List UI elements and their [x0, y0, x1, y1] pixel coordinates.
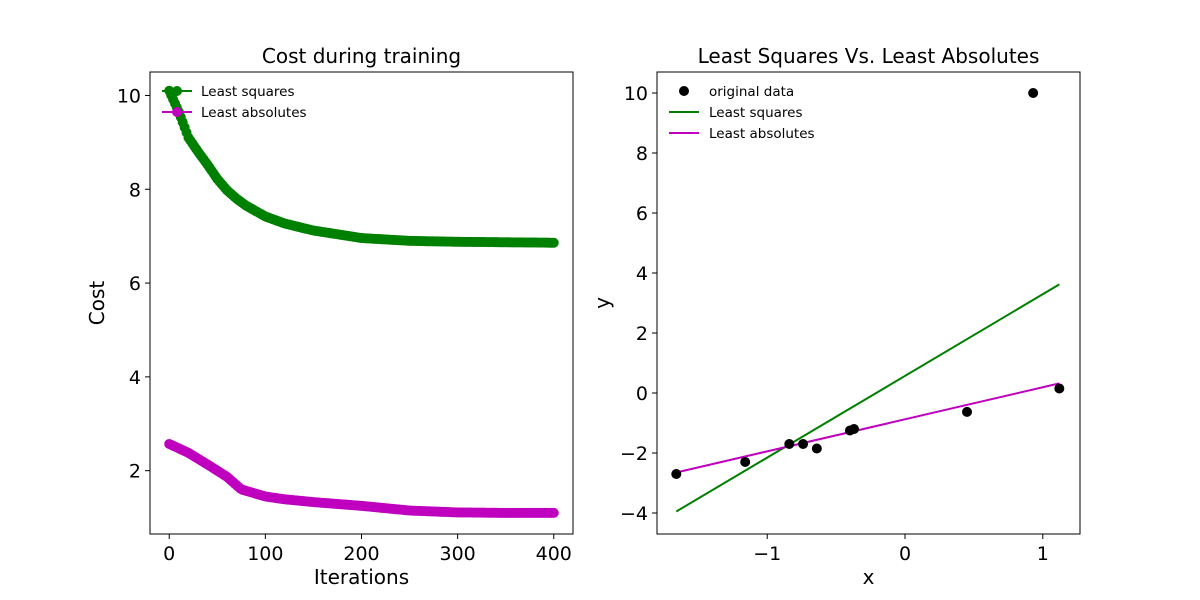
chart-title: Cost during training [262, 44, 461, 68]
legend-label: Least absolutes [709, 126, 815, 142]
x-axis-label: Iterations [314, 565, 409, 589]
legend-marker [172, 107, 182, 117]
y-tick-label: 4 [129, 367, 141, 389]
y-tick-label: 0 [636, 383, 648, 405]
y-tick-label: 2 [636, 323, 648, 345]
legend-marker [172, 86, 182, 96]
y-tick-label: 6 [636, 203, 648, 225]
axes-frame [149, 71, 574, 535]
y-axis-label: Cost [85, 281, 109, 326]
legend-label: Least absolutes [201, 105, 307, 121]
x-axis-label: x [863, 565, 875, 589]
x-tick-label: 400 [536, 543, 572, 565]
legend-marker [679, 86, 689, 96]
legend-label: original data [709, 84, 794, 100]
plot-area [164, 85, 559, 518]
x-tick-label: 0 [163, 543, 175, 565]
data-point [784, 439, 795, 449]
data-point [811, 443, 822, 454]
x-tick-label: 0 [899, 543, 911, 565]
y-axis-label: y [590, 297, 614, 309]
data-point [671, 469, 682, 479]
plot-area [671, 88, 1065, 513]
y-tick-label: 10 [624, 83, 648, 105]
legend-label: Least squares [709, 105, 803, 121]
x-tick-label: −1 [753, 543, 781, 565]
y-tick-label: 10 [117, 85, 141, 107]
y-tick-label: 4 [636, 263, 648, 285]
data-point [1028, 88, 1039, 98]
legend-label: Least squares [201, 84, 295, 100]
x-tick-label: 1 [1037, 543, 1049, 565]
y-tick-label: 6 [129, 273, 141, 295]
x-tick-label: 200 [343, 543, 379, 565]
y-tick-label: 8 [636, 143, 648, 165]
data-point [849, 424, 860, 434]
y-tick-label: 8 [129, 179, 141, 201]
chart-title: Least Squares Vs. Least Absolutes [698, 44, 1040, 68]
y-tick-label: 2 [129, 461, 141, 483]
data-point [798, 439, 809, 449]
series-point-0 [548, 237, 559, 248]
x-tick-label: 100 [247, 543, 283, 565]
data-point [962, 406, 973, 417]
y-tick-label: −2 [620, 443, 648, 465]
y-tick-label: −4 [620, 503, 648, 525]
data-point [740, 457, 751, 467]
series-point-1 [548, 507, 559, 518]
data-point [1054, 383, 1065, 394]
x-tick-label: 300 [440, 543, 476, 565]
fit-line-0 [675, 283, 1060, 513]
fit-line-1 [676, 382, 1060, 474]
axes-frame [656, 71, 1081, 535]
